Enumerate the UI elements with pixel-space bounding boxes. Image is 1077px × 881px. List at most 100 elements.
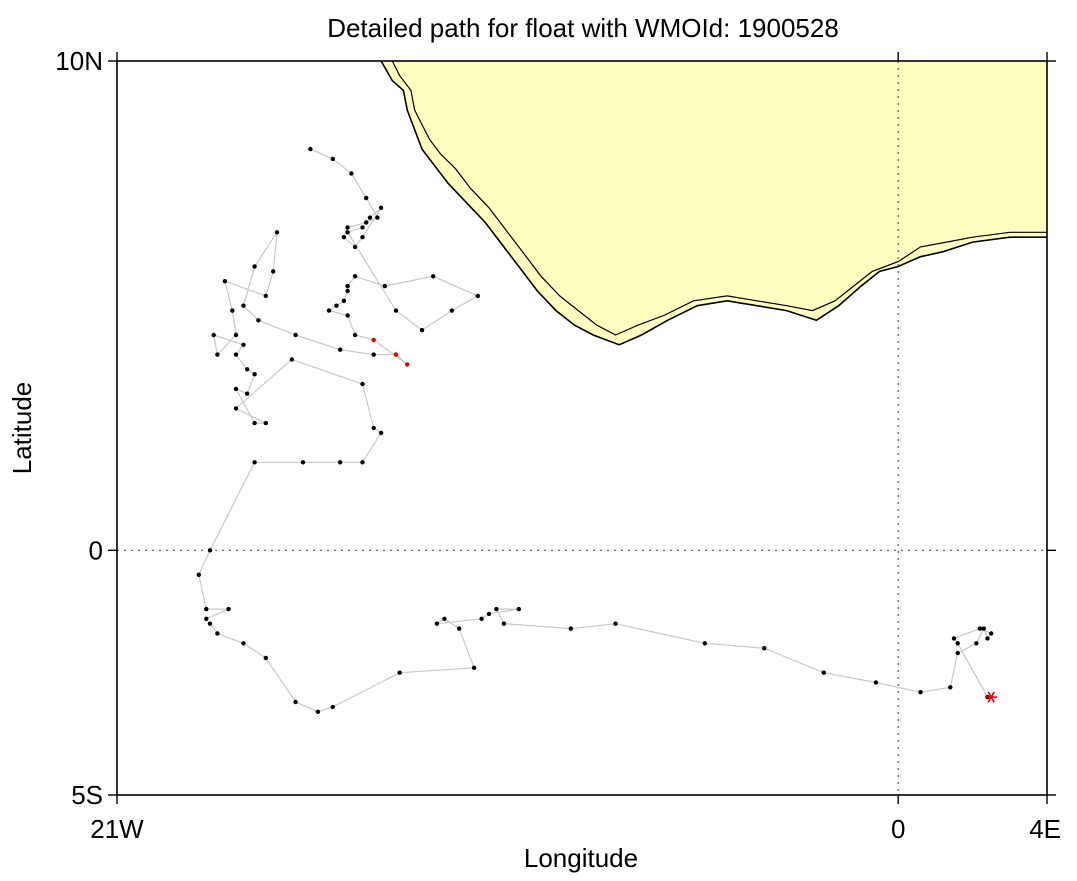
profile-point — [382, 283, 387, 289]
profile-point — [821, 670, 826, 675]
profile-point — [501, 621, 507, 626]
profile-point — [449, 308, 454, 313]
profile-point — [263, 655, 268, 661]
profile-point — [352, 332, 358, 338]
profile-point — [341, 298, 347, 303]
profile-point — [308, 146, 313, 152]
profile-point — [568, 626, 573, 631]
profile-point — [338, 460, 343, 465]
profile-point — [326, 308, 332, 313]
profile-point — [274, 230, 280, 235]
profile-point — [955, 650, 960, 656]
profile-point — [241, 342, 246, 347]
x-tick-label: 21W — [90, 814, 144, 844]
profile-point — [230, 308, 235, 313]
profile-point — [378, 205, 384, 210]
profile-point — [252, 420, 257, 426]
profile-point — [985, 636, 990, 641]
profile-point — [419, 327, 425, 333]
x-axis-label: Longitude — [524, 843, 638, 873]
profile-point — [918, 690, 923, 695]
profile-point — [252, 460, 257, 465]
profile-point — [948, 685, 953, 690]
profile-point — [371, 425, 376, 431]
profile-point — [293, 332, 298, 338]
profile-point — [207, 548, 213, 553]
profile-point — [338, 347, 343, 352]
y-axis-ticks: 10N 0 5S — [55, 46, 1056, 810]
profile-point — [263, 420, 268, 426]
profile-point — [702, 641, 707, 646]
profile-point — [215, 631, 220, 636]
profile-point — [471, 665, 477, 670]
profile-point — [371, 352, 376, 357]
coastline-inner — [391, 61, 1047, 336]
profile-point — [345, 288, 350, 294]
profile-point — [360, 381, 365, 387]
profile-point — [300, 460, 306, 465]
coastline-outer — [380, 61, 1047, 346]
profile-point — [222, 279, 228, 284]
y-tick-label: 5S — [71, 780, 103, 810]
profile-point — [293, 699, 298, 705]
profile-point — [955, 641, 960, 646]
profile-point — [367, 215, 373, 220]
profile-point — [271, 269, 276, 274]
profile-point — [334, 303, 339, 308]
profile-point — [233, 352, 239, 357]
y-tick-label: 0 — [89, 535, 103, 565]
profile-point — [360, 460, 365, 465]
profile-point — [289, 357, 294, 362]
profile-point — [475, 293, 480, 299]
profile-point — [233, 406, 239, 411]
profile-point — [516, 606, 521, 612]
profile-point — [245, 367, 250, 372]
profile-point — [226, 606, 231, 612]
profile-point — [873, 680, 879, 685]
profile-point — [494, 606, 499, 612]
profile-point — [352, 244, 358, 250]
profile-point — [245, 391, 250, 396]
profile-point — [981, 626, 986, 631]
profile-point — [613, 621, 618, 626]
profile-point — [371, 337, 376, 343]
profile-point — [457, 626, 462, 631]
profile-point — [364, 220, 369, 225]
plot-frame — [116, 60, 1048, 796]
profile-point — [215, 352, 220, 357]
profile-point — [330, 156, 335, 162]
y-tick-label: 10N — [55, 46, 103, 76]
profile-point — [974, 641, 979, 646]
profile-point — [233, 332, 239, 338]
profile-point — [256, 318, 261, 323]
profile-point — [207, 621, 213, 626]
profile-point — [349, 171, 354, 176]
profile-point — [330, 704, 335, 710]
profile-point — [241, 303, 246, 308]
profile-point — [345, 225, 350, 230]
profile-point — [204, 606, 209, 612]
profile-point — [345, 283, 350, 289]
profile-point — [341, 235, 347, 240]
profile-point — [393, 308, 399, 313]
profile-point — [479, 616, 484, 621]
land-mass — [381, 61, 1047, 345]
y-axis-label: Latitude — [7, 382, 37, 475]
profile-point — [233, 386, 239, 392]
profile-point — [345, 230, 350, 235]
profile-point — [211, 332, 216, 338]
profile-point — [431, 274, 436, 279]
profile-point — [486, 611, 492, 617]
profile-point — [196, 572, 201, 577]
profile-point — [315, 709, 321, 714]
chart-title: Detailed path for float with WMOId: 1900… — [327, 13, 839, 43]
profile-point — [352, 274, 358, 279]
profile-point — [434, 621, 440, 626]
profile-point — [951, 636, 957, 641]
profile-point — [241, 641, 246, 646]
profile-point — [442, 616, 447, 621]
profile-point — [360, 235, 365, 240]
x-axis-ticks: 21W 0 4E — [90, 52, 1061, 844]
profile-point — [375, 215, 380, 220]
